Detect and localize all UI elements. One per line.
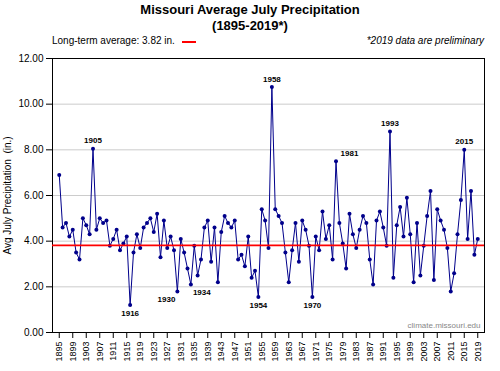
svg-text:1999: 1999 — [405, 342, 415, 362]
svg-text:1895: 1895 — [54, 342, 64, 362]
html-text:Long-term average: 3.82 in.: Long-term average: 3.82 in. — [52, 35, 181, 47]
svg-text:1931: 1931 — [176, 342, 186, 362]
svg-text:1903: 1903 — [81, 342, 91, 362]
svg-text:1934: 1934 — [193, 288, 211, 297]
svg-text:1970: 1970 — [303, 301, 321, 310]
svg-text:1981: 1981 — [341, 149, 359, 158]
svg-text:2.00: 2.00 — [24, 281, 44, 292]
svg-text:1954: 1954 — [249, 301, 267, 310]
svg-text:Avg July Precipitation (in.): Avg July Precipitation (in.) — [2, 137, 13, 255]
svg-text:1975: 1975 — [324, 342, 334, 362]
svg-text:0.00: 0.00 — [24, 327, 44, 338]
svg-text:2015: 2015 — [459, 342, 469, 362]
svg-text:1911: 1911 — [108, 342, 118, 361]
svg-text:1987: 1987 — [365, 342, 375, 362]
svg-text:1947: 1947 — [230, 342, 240, 362]
svg-text:1958: 1958 — [263, 75, 281, 84]
svg-text:1927: 1927 — [162, 342, 172, 362]
svg-text:4.00: 4.00 — [24, 236, 44, 247]
svg-text:12.00: 12.00 — [18, 53, 43, 64]
svg-text:1905: 1905 — [84, 136, 102, 145]
html-text:*2019 data are preliminary: *2019 data are preliminary — [366, 35, 484, 47]
svg-text:climate.missouri.edu: climate.missouri.edu — [408, 321, 481, 330]
svg-text:1995: 1995 — [392, 342, 402, 362]
svg-text:2003: 2003 — [419, 342, 429, 362]
svg-text:2019: 2019 — [473, 342, 483, 362]
svg-text:1983: 1983 — [351, 342, 361, 362]
svg-text:1923: 1923 — [149, 342, 159, 362]
svg-text:1935: 1935 — [189, 342, 199, 362]
svg-text:1919: 1919 — [135, 342, 145, 362]
svg-text:1943: 1943 — [216, 342, 226, 362]
svg-text:1991: 1991 — [378, 342, 388, 362]
svg-text:1959: 1959 — [270, 342, 280, 362]
svg-text:1955: 1955 — [257, 342, 267, 362]
svg-text:1967: 1967 — [297, 342, 307, 362]
svg-text:10.00: 10.00 — [18, 99, 43, 110]
svg-text:2007: 2007 — [432, 342, 442, 362]
svg-text:1951: 1951 — [243, 342, 253, 362]
svg-text:1963: 1963 — [284, 342, 294, 362]
svg-text:1916: 1916 — [121, 309, 139, 318]
svg-text:6.00: 6.00 — [24, 190, 44, 201]
svg-text:1907: 1907 — [95, 342, 105, 362]
svg-text:1930: 1930 — [158, 295, 176, 304]
svg-text:1899: 1899 — [68, 342, 78, 362]
svg-text:1915: 1915 — [122, 342, 132, 362]
html-text:Missouri Average July Precipit: Missouri Average July Precipitation (189… — [140, 2, 360, 33]
svg-text:2015: 2015 — [455, 138, 473, 147]
svg-text:1971: 1971 — [311, 342, 321, 362]
svg-text:1979: 1979 — [338, 342, 348, 362]
svg-text:2011: 2011 — [446, 342, 456, 361]
svg-text:1939: 1939 — [203, 342, 213, 362]
svg-text:8.00: 8.00 — [24, 144, 44, 155]
svg-text:1993: 1993 — [381, 119, 399, 128]
